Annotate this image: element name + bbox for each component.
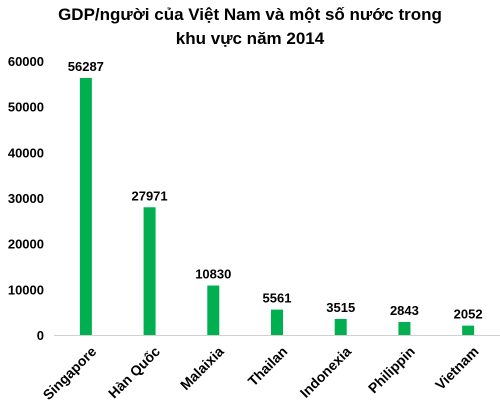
bar-series — [79, 77, 475, 336]
bar — [398, 322, 411, 335]
data-label: 3515 — [326, 300, 355, 315]
y-tick-label: 0 — [37, 328, 44, 343]
category-label: Hàn Quốc — [105, 343, 163, 401]
category-label: Philippin — [365, 343, 418, 396]
chart-title: GDP/người của Việt Nam và một số nước tr… — [0, 3, 500, 51]
y-axis: 0 10000 20000 30000 40000 50000 60000 — [8, 54, 44, 343]
bar — [79, 77, 92, 336]
data-label: 10830 — [195, 267, 231, 282]
category-label: Thailan — [245, 343, 291, 389]
chart-title-line-2: khu vực năm 2014 — [175, 29, 325, 48]
y-tick-label: 10000 — [8, 282, 44, 297]
category-label: Malaixia — [177, 343, 227, 393]
bar — [207, 285, 220, 335]
bar — [462, 325, 475, 335]
y-tick-label: 40000 — [8, 145, 44, 160]
chart-title-line-1: GDP/người của Việt Nam và một số nước tr… — [58, 5, 442, 24]
data-labels: 56287 27971 10830 5561 3515 2843 2052 — [68, 59, 483, 322]
bar — [143, 207, 156, 335]
y-tick-label: 30000 — [8, 191, 44, 206]
category-label: Indonexia — [297, 343, 355, 401]
category-labels: Singapore Hàn Quốc Malaixia Thailan Indonexi… — [40, 343, 482, 403]
data-label: 2052 — [454, 307, 483, 322]
y-tick-label: 60000 — [8, 54, 44, 69]
y-tick-label: 20000 — [8, 237, 44, 252]
data-label: 5561 — [263, 291, 292, 306]
category-label: Singapore — [40, 343, 100, 403]
data-label: 2843 — [390, 303, 419, 318]
data-label: 56287 — [68, 59, 104, 74]
bar — [334, 318, 347, 335]
category-label: Vietnam — [432, 343, 482, 393]
bar — [271, 309, 283, 335]
y-tick-label: 50000 — [8, 100, 44, 115]
data-label: 27971 — [131, 188, 167, 203]
